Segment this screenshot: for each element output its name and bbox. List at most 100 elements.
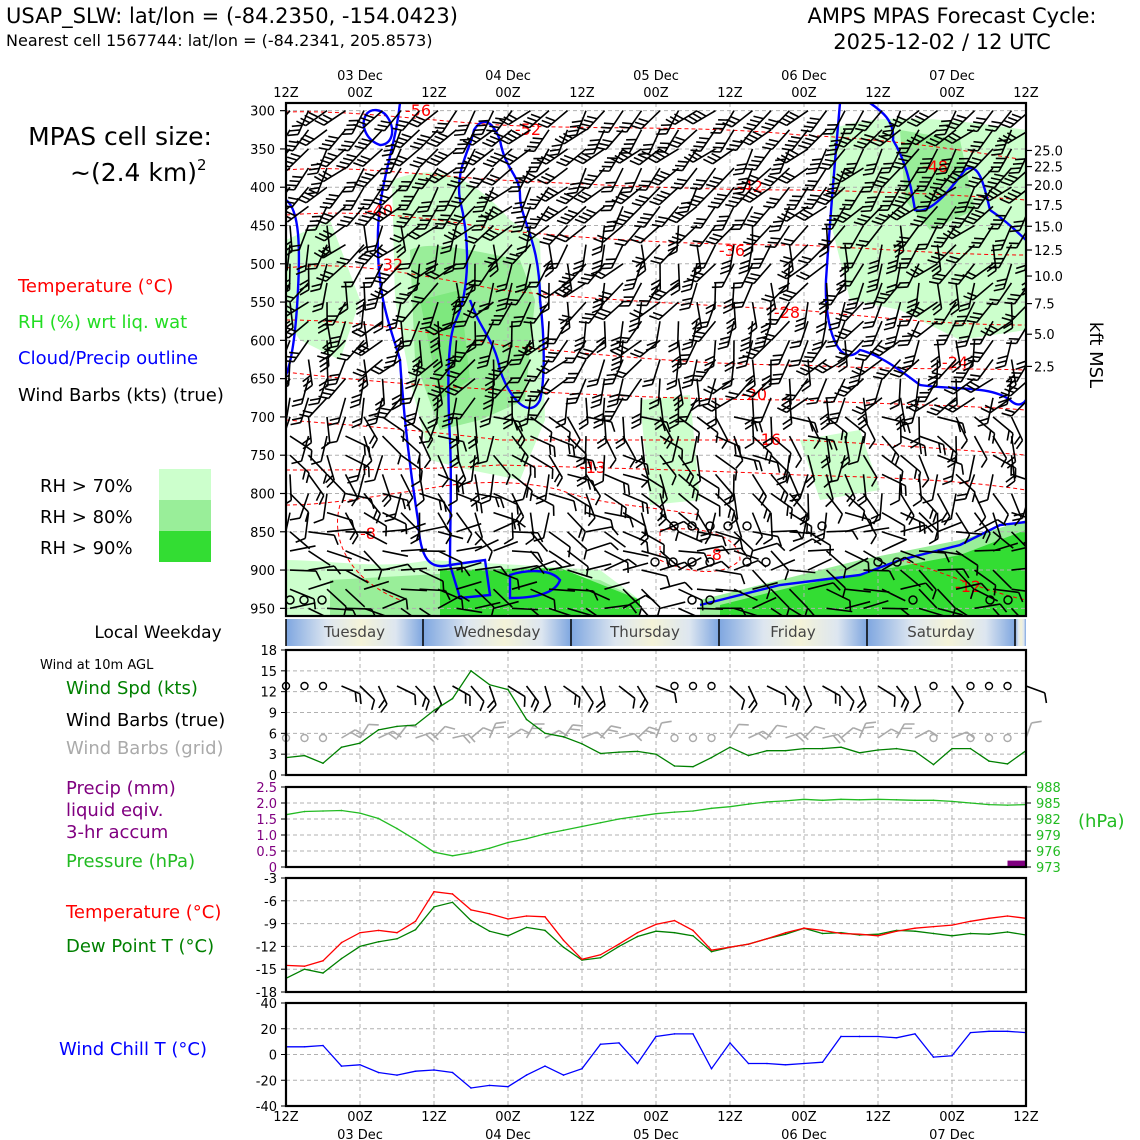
wind-barb <box>593 455 606 487</box>
wind-barb <box>566 512 587 542</box>
wind-barb <box>855 225 883 247</box>
wind-barb <box>988 148 1013 173</box>
y2-tick-label: 988 <box>1036 781 1061 796</box>
windchill-line-point <box>858 1035 861 1038</box>
wind-barb <box>530 588 556 611</box>
temperature-line-point <box>581 958 583 961</box>
wind-barb <box>382 563 416 573</box>
wind-barb <box>869 339 901 357</box>
temperature-line-point <box>1006 915 1009 917</box>
wind-barb <box>1030 589 1053 601</box>
wind-barb <box>318 378 347 400</box>
wind-barb <box>740 129 772 146</box>
wind-barb <box>622 562 649 571</box>
wind-barb <box>631 110 661 130</box>
wind-barb <box>437 493 453 525</box>
wind-barb <box>851 397 883 415</box>
wind-barb <box>443 224 476 241</box>
top-hour-label: 12Z <box>273 86 299 101</box>
legend-rh: RH (%) wrt liq. wat <box>18 312 187 333</box>
wind-barb <box>548 564 575 571</box>
wind-speed-line-point <box>377 729 380 731</box>
temperature-line-point <box>618 943 620 945</box>
wind-barb <box>630 224 661 244</box>
y-tick-label: -15 <box>256 963 277 978</box>
wind-barb <box>762 416 773 449</box>
wind-barb <box>782 378 809 401</box>
wind-barb <box>648 282 680 301</box>
wind-barb <box>681 321 698 351</box>
wind-barb <box>437 512 452 545</box>
kft-tick-label: 12.5 <box>1034 244 1063 259</box>
wind-barb <box>918 492 938 523</box>
calm-circle <box>873 557 883 567</box>
wind-barb <box>922 474 939 504</box>
temperature-line-point <box>488 912 491 915</box>
wind-barb <box>670 167 698 190</box>
wind-barb <box>452 685 471 706</box>
wind-barb <box>841 244 865 269</box>
top-hour-label: 12Z <box>717 86 743 101</box>
pressure-tick-label: 950 <box>250 602 275 617</box>
pressure-line-point <box>377 817 380 820</box>
pressure-line-point <box>618 818 620 820</box>
wind-barb <box>574 205 606 224</box>
wind-barb <box>899 493 915 526</box>
wind-barb <box>524 397 550 421</box>
wind-barb <box>992 542 1019 552</box>
wind-barb <box>554 129 587 145</box>
wind-barb <box>398 244 421 270</box>
wind-barb <box>418 435 432 469</box>
wind-speed-line-point <box>840 746 842 749</box>
wind-barb <box>955 473 976 503</box>
wind-barb <box>776 148 809 164</box>
pressure-line-point <box>858 799 861 801</box>
wind-barb <box>313 493 328 524</box>
wind-barb <box>862 282 883 310</box>
wind-barb <box>918 454 930 488</box>
wind-barb <box>374 378 386 411</box>
wind-barb <box>740 186 772 203</box>
wind-barb <box>286 148 310 168</box>
wind-barb <box>308 378 328 406</box>
wind-speed-line-point <box>655 753 657 755</box>
pressure-line-point <box>988 803 990 806</box>
wind-barb <box>992 607 1011 616</box>
wind-barb <box>840 225 865 249</box>
wind-barb <box>683 148 716 163</box>
wind-barb <box>316 263 347 282</box>
wind-barb <box>813 358 846 374</box>
windchill-label: Wind Chill T (°C) <box>59 1039 207 1060</box>
wind-barb <box>474 531 493 562</box>
temperature-line-point <box>840 932 842 935</box>
dewpoint-line-point <box>914 930 916 932</box>
wind-barb <box>932 282 943 316</box>
y2-tick-label: 985 <box>1036 797 1061 812</box>
wind-barb <box>961 377 994 394</box>
wind-barb <box>1004 282 1026 305</box>
wind-barb <box>985 110 1013 132</box>
wind-barb <box>286 167 310 191</box>
wind-barb <box>502 244 532 265</box>
kft-axis-label: kft MSL <box>1085 322 1106 388</box>
temperature-line-point <box>544 915 546 918</box>
wind-barb <box>796 263 827 281</box>
wind-barb <box>495 263 513 293</box>
wind-barb <box>536 282 568 299</box>
wind-barb <box>918 435 947 455</box>
kft-tick-label: 20.0 <box>1034 179 1063 194</box>
wind-barb <box>1010 531 1026 551</box>
wind-barb <box>977 474 994 504</box>
y-tick-label: 1.0 <box>256 829 277 844</box>
y-tick-label: 9 <box>269 707 277 722</box>
wind-barb <box>751 473 767 506</box>
wind-barb <box>364 225 384 254</box>
pressure-tick-label: 700 <box>250 411 275 426</box>
pressure-line-point <box>877 798 879 801</box>
wind-barb <box>729 723 749 739</box>
wind-panel: 0 3 6 9 12 15 18 <box>260 644 1048 784</box>
wind-speed-line-point <box>433 709 435 712</box>
wind-barb <box>374 110 402 132</box>
wind-barb <box>400 548 427 552</box>
